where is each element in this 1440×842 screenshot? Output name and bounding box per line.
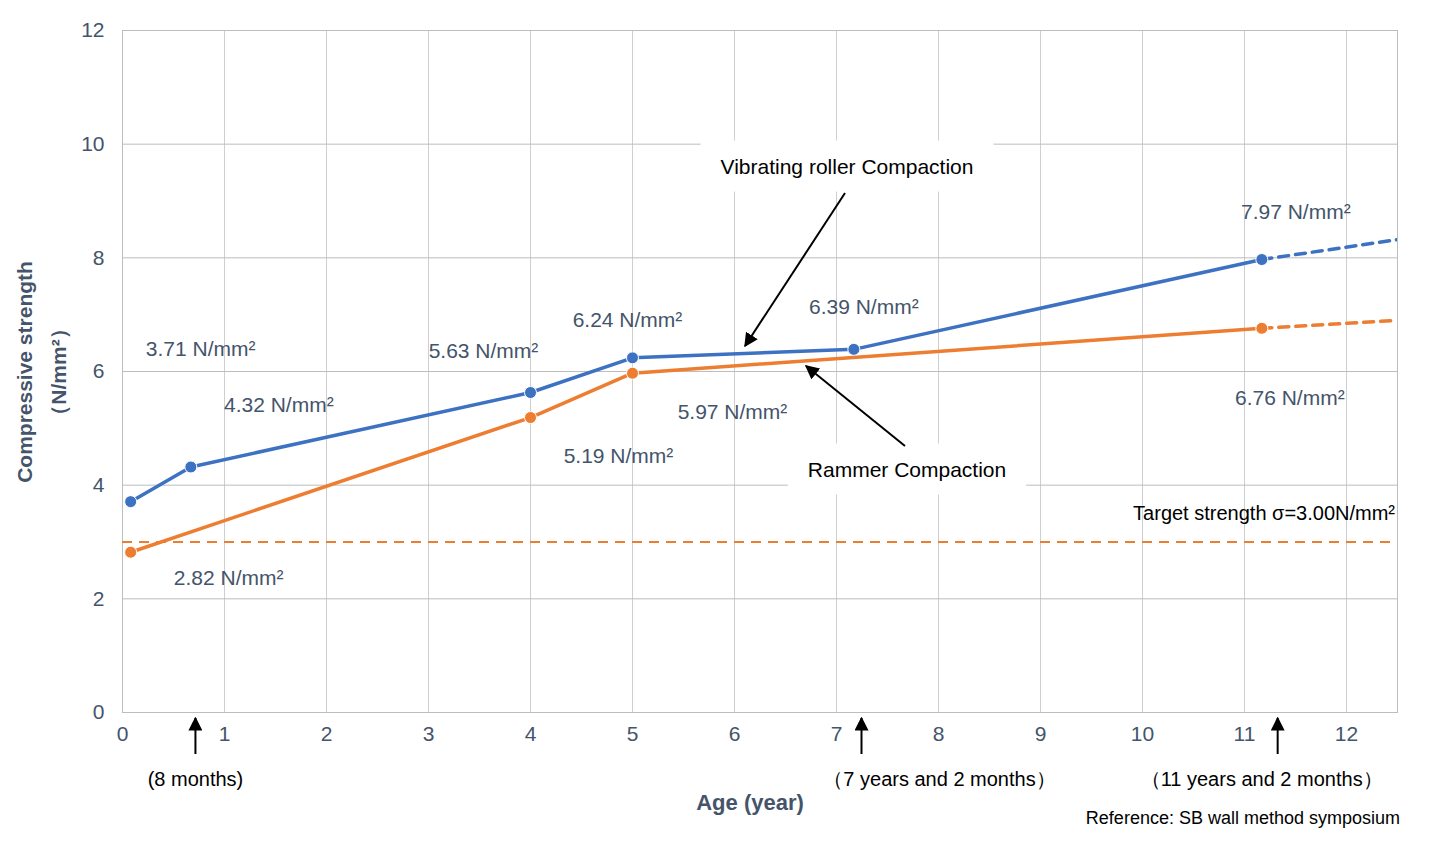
svg-text:（7 years and 2 months）: （7 years and 2 months） xyxy=(823,768,1055,790)
svg-text:2: 2 xyxy=(321,722,333,745)
svg-text:(8 months): (8 months) xyxy=(148,768,244,790)
svg-text:10: 10 xyxy=(1131,722,1154,745)
svg-text:（N/mm²）: （N/mm²） xyxy=(47,318,70,425)
svg-text:2: 2 xyxy=(93,587,105,610)
svg-text:7: 7 xyxy=(831,722,843,745)
svg-text:4: 4 xyxy=(525,722,537,745)
svg-text:9: 9 xyxy=(1035,722,1047,745)
svg-text:5.63 N/mm²: 5.63 N/mm² xyxy=(429,339,539,362)
svg-text:6: 6 xyxy=(93,359,105,382)
svg-text:11: 11 xyxy=(1234,722,1256,745)
svg-text:3.71 N/mm²: 3.71 N/mm² xyxy=(146,337,256,360)
svg-text:Vibrating roller Compaction: Vibrating roller Compaction xyxy=(721,155,974,178)
svg-text:6.39 N/mm²: 6.39 N/mm² xyxy=(809,295,919,318)
svg-text:12: 12 xyxy=(1335,722,1358,745)
svg-text:3: 3 xyxy=(423,722,435,745)
svg-text:5: 5 xyxy=(627,722,639,745)
svg-text:（11 years and 2 months）: （11 years and 2 months） xyxy=(1141,768,1383,790)
svg-text:Compressive strength: Compressive strength xyxy=(13,261,36,483)
svg-text:6.76 N/mm²: 6.76 N/mm² xyxy=(1235,386,1345,409)
svg-text:6.24 N/mm²: 6.24 N/mm² xyxy=(573,308,683,331)
svg-text:Target strength σ=3.00N/mm²: Target strength σ=3.00N/mm² xyxy=(1133,502,1395,524)
svg-text:10: 10 xyxy=(81,132,104,155)
svg-text:4.32 N/mm²: 4.32 N/mm² xyxy=(224,393,334,416)
svg-text:0: 0 xyxy=(117,722,129,745)
svg-text:4: 4 xyxy=(93,473,105,496)
svg-text:6: 6 xyxy=(729,722,741,745)
svg-text:1: 1 xyxy=(219,722,231,745)
svg-text:5.97 N/mm²: 5.97 N/mm² xyxy=(678,400,788,423)
svg-text:2.82 N/mm²: 2.82 N/mm² xyxy=(174,566,284,589)
svg-text:8: 8 xyxy=(93,246,105,269)
svg-text:Age (year): Age (year) xyxy=(696,790,804,815)
svg-text:12: 12 xyxy=(81,18,104,41)
svg-text:8: 8 xyxy=(933,722,945,745)
svg-text:Rammer Compaction: Rammer Compaction xyxy=(808,458,1006,481)
svg-text:5.19 N/mm²: 5.19 N/mm² xyxy=(564,444,674,467)
svg-text:0: 0 xyxy=(93,700,105,723)
svg-text:Reference: SB wall method symp: Reference: SB wall method symposium xyxy=(1086,808,1400,828)
svg-text:7.97 N/mm²: 7.97 N/mm² xyxy=(1241,200,1351,223)
